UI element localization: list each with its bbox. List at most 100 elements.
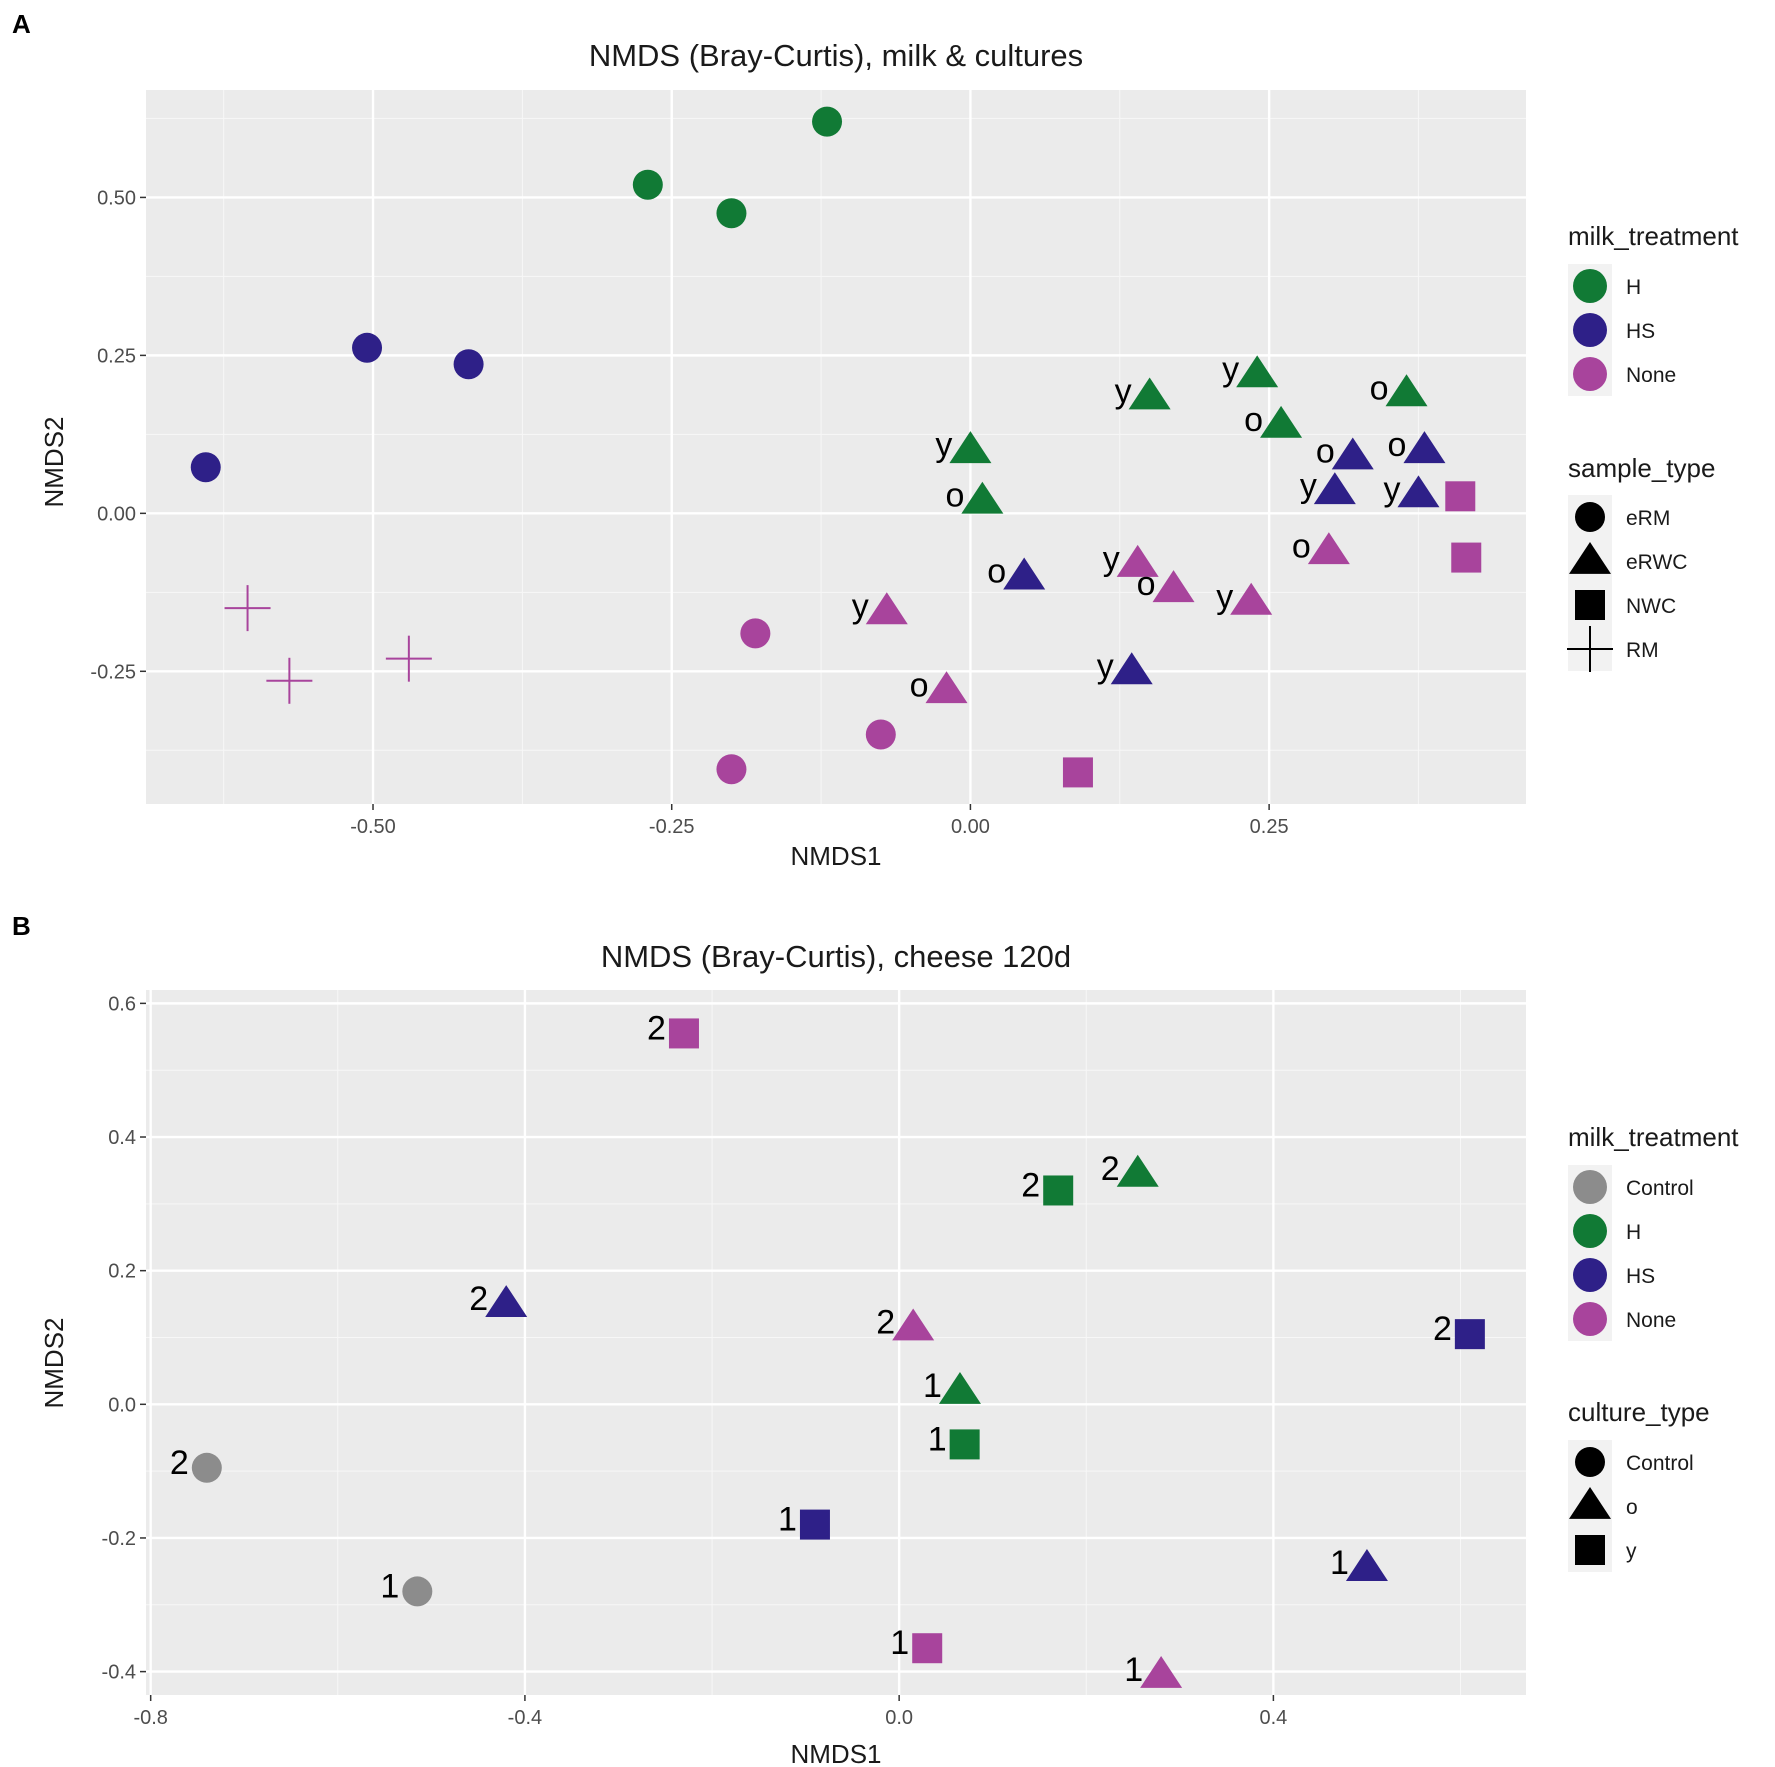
- legend-shape-square: [1575, 590, 1605, 620]
- y-tick-label: 0.25: [97, 345, 136, 367]
- legend-shape-cross: [1567, 626, 1613, 672]
- panel-a-shape-legend-title: sample_type: [1568, 453, 1715, 483]
- panel-a-title: NMDS (Bray-Curtis), milk & cultures: [589, 38, 1083, 73]
- legend-color-swatch: [1573, 269, 1607, 303]
- panel-b-ticks: -0.8 -0.4 0.0 0.4 -0.4 -0.2 0.0 0.2 0.4 0.6: [102, 993, 1288, 1729]
- data-point-circle: [632, 169, 663, 200]
- data-point-triangle: [892, 1308, 935, 1341]
- data-point-label: 2: [1433, 1310, 1452, 1348]
- data-point-triangle: [1307, 532, 1350, 565]
- legend-shape-label: NWC: [1626, 595, 1676, 618]
- x-tick-label: 0.4: [1259, 1707, 1287, 1729]
- data-point-circle: [740, 618, 771, 649]
- data-point-label: 1: [923, 1367, 942, 1405]
- legend-shape-square: [1575, 1535, 1605, 1565]
- panel-b-shape-legend-title: culture_type: [1568, 1397, 1710, 1427]
- data-point-triangle: [1140, 1655, 1183, 1688]
- data-point-triangle: [1331, 437, 1374, 470]
- data-point-label: 1: [380, 1567, 399, 1605]
- data-point-cross: [385, 635, 432, 682]
- legend-color-label: H: [1626, 276, 1641, 299]
- data-point-label: o: [1370, 369, 1389, 407]
- legend-color-swatch: [1573, 313, 1607, 347]
- data-point-triangle: [1003, 557, 1046, 590]
- data-point-triangle: [949, 431, 992, 464]
- data-point-label: y: [852, 587, 869, 625]
- data-point-label: 2: [469, 1280, 488, 1318]
- data-point-triangle: [1403, 431, 1446, 464]
- legend-color-label: None: [1626, 364, 1676, 387]
- data-point-label: o: [945, 477, 964, 515]
- x-tick-label: 0.00: [951, 816, 990, 838]
- data-point-label: o: [1137, 565, 1156, 603]
- data-point-triangle: [865, 592, 908, 625]
- data-point-label: 1: [778, 1501, 797, 1539]
- data-point-circle: [190, 452, 221, 483]
- x-tick-label: 0.25: [1250, 816, 1289, 838]
- panel-b-legend: milk_treatment Control H HS None culture_ty…: [1568, 1122, 1739, 1572]
- data-point-triangle: [925, 671, 968, 704]
- y-tick-label: 0.00: [97, 503, 136, 525]
- legend-color-swatch: [1573, 1214, 1607, 1248]
- data-point-triangle: [1110, 652, 1153, 685]
- panel-a-ticks: -0.50 -0.25 0.00 0.25 -0.25 0.00 0.25 0.50: [90, 187, 1288, 838]
- data-point-triangle: [1116, 1154, 1159, 1187]
- data-point-label: y: [1115, 372, 1132, 410]
- panel-b-color-legend-title: milk_treatment: [1568, 1122, 1739, 1152]
- data-point-label: 2: [876, 1303, 895, 1341]
- legend-color-label: HS: [1626, 1265, 1655, 1288]
- data-point-triangle: [1236, 355, 1279, 388]
- data-point-circle: [191, 1452, 222, 1483]
- x-tick-label: 0.0: [885, 1707, 913, 1729]
- data-point-square: [1062, 757, 1093, 788]
- data-point-label: 1: [1124, 1651, 1143, 1689]
- data-point-triangle: [1385, 374, 1428, 407]
- data-point-label: 1: [928, 1420, 947, 1458]
- data-point-label: o: [1244, 401, 1263, 439]
- panel-a-color-legend-title: milk_treatment: [1568, 221, 1739, 251]
- x-tick-label: -0.25: [649, 816, 695, 838]
- x-tick-label: -0.4: [508, 1707, 542, 1729]
- legend-color-label: Control: [1626, 1177, 1694, 1200]
- data-point-label: 2: [1101, 1150, 1120, 1188]
- data-point-label: o: [1388, 426, 1407, 464]
- data-point-label: 2: [1021, 1166, 1040, 1204]
- data-point-square: [1451, 542, 1482, 573]
- panel-b: B NMDS (Bray-Curtis), cheese 120d -0.8 -0…: [12, 911, 1739, 1767]
- y-tick-label: 0.50: [97, 187, 136, 209]
- data-point-label: o: [987, 553, 1006, 591]
- x-tick-label: -0.50: [350, 816, 396, 838]
- data-point-circle: [716, 198, 747, 229]
- data-point-label: y: [1216, 578, 1233, 616]
- data-point-square: [668, 1018, 699, 1049]
- legend-color-swatch: [1573, 1258, 1607, 1292]
- legend-shape-label: eRM: [1626, 507, 1670, 530]
- data-point-label: 1: [890, 1624, 909, 1662]
- legend-shape-circle: [1575, 502, 1605, 532]
- data-point-square: [1043, 1175, 1074, 1206]
- legend-color-label: H: [1626, 1221, 1641, 1244]
- data-point-circle: [352, 332, 383, 363]
- data-point-cross: [224, 585, 271, 632]
- data-point-triangle: [1260, 405, 1303, 438]
- data-point-cross: [266, 657, 313, 704]
- data-point-triangle: [1152, 570, 1195, 603]
- panel-a-legend: milk_treatment H HS None sample_type eRM eR…: [1567, 221, 1739, 672]
- legend-color-label: None: [1626, 1309, 1676, 1332]
- panel-a-plot-background: [146, 90, 1526, 804]
- panel-b-plot-background: [146, 990, 1526, 1695]
- y-tick-label: -0.4: [102, 1662, 136, 1684]
- data-point-square: [912, 1633, 943, 1664]
- data-point-triangle: [1313, 472, 1356, 505]
- data-point-circle: [812, 106, 843, 137]
- data-point-square: [1445, 481, 1476, 512]
- data-point-triangle: [1230, 582, 1273, 615]
- data-point-label: y: [1097, 647, 1114, 685]
- y-tick-label: -0.25: [90, 661, 136, 683]
- data-point-circle: [865, 719, 896, 750]
- data-point-triangle: [485, 1285, 528, 1317]
- data-point-triangle: [1116, 544, 1159, 577]
- data-point-square: [799, 1509, 830, 1540]
